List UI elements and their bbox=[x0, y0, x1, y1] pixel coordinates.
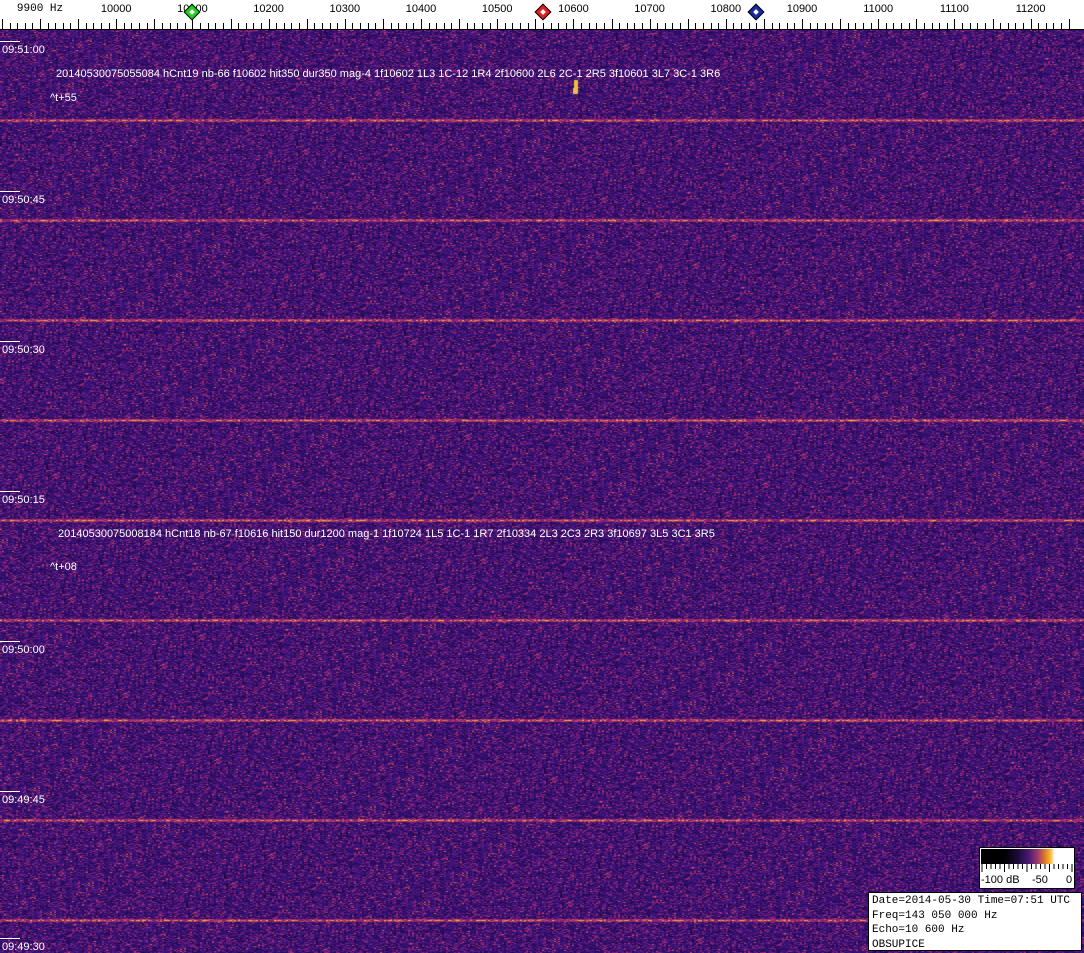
colorbar-ticks bbox=[981, 864, 1073, 872]
time-label: 09:50:30 bbox=[0, 341, 45, 356]
frequency-tick-label: 10800 bbox=[710, 3, 742, 15]
frequency-tick-label: 10700 bbox=[634, 3, 665, 15]
time-label: 09:50:15 bbox=[0, 491, 45, 506]
frequency-tick-label: 10300 bbox=[329, 3, 361, 15]
frequency-line: Freq=143 050 000 Hz bbox=[872, 909, 998, 922]
frequency-tick-label: 11000 bbox=[863, 3, 894, 15]
info-box: Date=2014-05-30 Time=07:51 UTC Freq=143 … bbox=[868, 892, 1082, 951]
time-label: 09:50:00 bbox=[0, 641, 45, 656]
time-label: 09:51:00 bbox=[0, 41, 45, 56]
frequency-tick-label: 10600 bbox=[558, 3, 589, 15]
colorbar-gradient bbox=[981, 849, 1073, 864]
echo-line: Echo=10 600 Hz bbox=[872, 924, 965, 936]
frequency-ticks bbox=[0, 19, 1084, 30]
frequency-tick-label: 9900 Hz bbox=[16, 3, 64, 15]
frequency-tick-label: 11200 bbox=[1015, 3, 1046, 15]
colorbar: -100 dB -50 0 bbox=[979, 847, 1075, 889]
colorbar-label: -100 dB bbox=[981, 874, 1020, 886]
colorbar-label: -50 bbox=[1032, 874, 1048, 886]
time-label: 09:49:45 bbox=[0, 791, 45, 806]
frequency-tick-label: 10400 bbox=[405, 3, 437, 15]
detection-offset: ^t+08 bbox=[50, 561, 77, 573]
waterfall-spectrogram[interactable] bbox=[0, 30, 1084, 953]
station-name: OBSUPICE bbox=[872, 938, 925, 951]
frequency-tick-label: 11100 bbox=[939, 3, 969, 15]
frequency-tick-label: 10500 bbox=[481, 3, 513, 15]
colorbar-label: 0 bbox=[1066, 874, 1073, 886]
date-time-line: Date=2014-05-30 Time=07:51 UTC bbox=[872, 895, 1071, 907]
detection-offset: ^t+55 bbox=[50, 92, 77, 104]
detection-text: 20140530075055084 hCnt19 nb-66 f10602 hi… bbox=[56, 68, 721, 80]
frequency-tick-label: 10200 bbox=[253, 3, 284, 15]
detection-text: 20140530075008184 hCnt18 nb-67 f10616 hi… bbox=[58, 528, 715, 540]
time-label: 09:49:30 bbox=[0, 938, 45, 953]
frequency-tick-label: 10000 bbox=[100, 3, 132, 15]
frequency-tick-label: 10900 bbox=[786, 3, 818, 15]
time-label: 09:50:45 bbox=[0, 191, 45, 206]
